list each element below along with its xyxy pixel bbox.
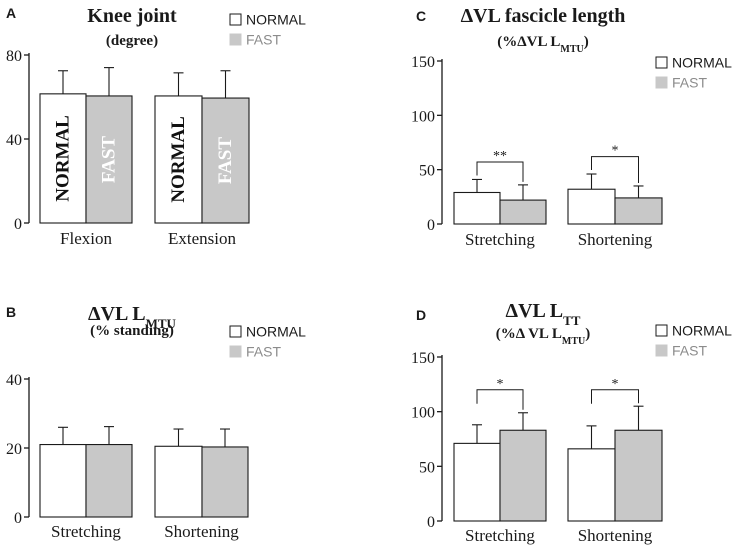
legend-label-normal: NORMAL xyxy=(672,55,732,71)
significance-bracket xyxy=(591,389,639,404)
category-label: Shortening xyxy=(578,526,653,545)
significance-marker: ** xyxy=(493,149,507,164)
legend-swatch-normal xyxy=(229,13,242,26)
y-tick-label: 50 xyxy=(419,163,435,180)
bar-fast-shortening xyxy=(614,429,663,522)
legend-swatch-normal xyxy=(229,325,242,338)
chart-title: Knee joint xyxy=(87,5,177,27)
significance-marker: * xyxy=(612,144,619,159)
chart-subtitle: (% standing) xyxy=(90,323,174,339)
category-label: Stretching xyxy=(465,526,535,545)
bar-normal-stretching xyxy=(453,191,501,225)
y-tick-label: 100 xyxy=(411,405,435,422)
legend-label-fast: FAST xyxy=(672,75,707,91)
bar-label-normal: NORMAL xyxy=(168,116,189,203)
chart-subtitle: (degree) xyxy=(106,33,158,49)
legend-swatch-fast xyxy=(229,33,242,46)
legend-label-normal: NORMAL xyxy=(246,12,306,28)
bar-normal-shortening xyxy=(567,188,616,225)
panel-letter: A xyxy=(6,5,16,21)
legend-label-normal: NORMAL xyxy=(246,324,306,340)
legend-label-fast: FAST xyxy=(246,344,281,360)
category-label: Extension xyxy=(168,229,236,248)
category-label: Shortening xyxy=(164,522,239,541)
y-tick-label: 150 xyxy=(411,54,435,71)
y-tick-label: 40 xyxy=(6,132,22,149)
legend-swatch-normal xyxy=(655,324,668,337)
bar-fast-stretching xyxy=(85,443,133,518)
category-label: Stretching xyxy=(465,230,535,249)
y-tick-label: 0 xyxy=(427,514,435,531)
panel-letter: D xyxy=(416,307,426,323)
chart-subtitle: (%ΔVL LMTU) xyxy=(497,34,589,55)
panel-letter: C xyxy=(416,8,426,24)
legend-label-fast: FAST xyxy=(672,343,707,359)
legend-label-normal: NORMAL xyxy=(672,323,732,339)
bar-normal-stretching xyxy=(453,442,501,522)
chart-title: ΔVL fascicle length xyxy=(461,5,626,27)
y-tick-label: 0 xyxy=(14,510,22,527)
y-tick-label: 0 xyxy=(427,217,435,234)
bar-label-fast: FAST xyxy=(99,136,120,183)
y-tick-label: 20 xyxy=(6,441,22,458)
legend-swatch-normal xyxy=(655,56,668,69)
significance-bracket xyxy=(476,389,524,410)
legend-swatch-fast xyxy=(655,76,668,89)
chart-subtitle: (%Δ VL LMTU) xyxy=(496,326,590,347)
bar-fast-stretching xyxy=(499,429,547,522)
y-tick-label: 40 xyxy=(6,372,22,389)
legend-swatch-fast xyxy=(655,344,668,357)
bar-fast-shortening xyxy=(614,197,663,225)
legend-swatch-fast xyxy=(229,345,242,358)
category-label: Shortening xyxy=(578,230,653,249)
y-tick-label: 100 xyxy=(411,108,435,125)
significance-bracket xyxy=(476,161,524,182)
y-tick-label: 80 xyxy=(6,48,22,65)
significance-marker: * xyxy=(612,377,619,392)
bar-fast-extension xyxy=(201,97,250,224)
significance-marker: * xyxy=(497,377,504,392)
panel-d: D ΔVL LTT(%Δ VL LMTU) NORMAL FAST 0 50 100 150 S… xyxy=(411,300,732,545)
panel-letter: B xyxy=(6,304,16,320)
bar-label-normal: NORMAL xyxy=(53,115,74,202)
bar-normal-stretching xyxy=(39,443,87,518)
category-label: Stretching xyxy=(51,522,121,541)
y-tick-label: 0 xyxy=(14,216,22,233)
bar-normal-shortening xyxy=(567,448,616,522)
panel-c: C ΔVL fascicle length (%ΔVL LMTU) NORMAL FAS… xyxy=(411,5,732,249)
panel-a: A Knee joint (degree) NORMAL FAST 0 40 80 NORMAL… xyxy=(6,5,306,248)
chart-title: ΔVL LTT xyxy=(506,300,581,328)
bar-label-fast: FAST xyxy=(215,137,236,184)
bar-fast-stretching xyxy=(499,199,547,225)
bar-normal-extension xyxy=(154,95,203,224)
y-tick-label: 50 xyxy=(419,459,435,476)
category-label: Flexion xyxy=(60,229,112,248)
y-tick-label: 150 xyxy=(411,350,435,367)
panel-b: B ΔVL LMTU(% standing) NORMAL FAST 0 20 40 Stre… xyxy=(6,303,306,541)
bar-fast-flexion xyxy=(85,95,133,224)
significance-bracket xyxy=(591,156,639,183)
chart-title: ΔVL LMTU xyxy=(88,303,177,331)
bar-fast-shortening xyxy=(201,446,249,518)
bar-normal-shortening xyxy=(154,445,203,518)
bar-normal-flexion xyxy=(39,93,87,224)
legend-label-fast: FAST xyxy=(246,32,281,48)
